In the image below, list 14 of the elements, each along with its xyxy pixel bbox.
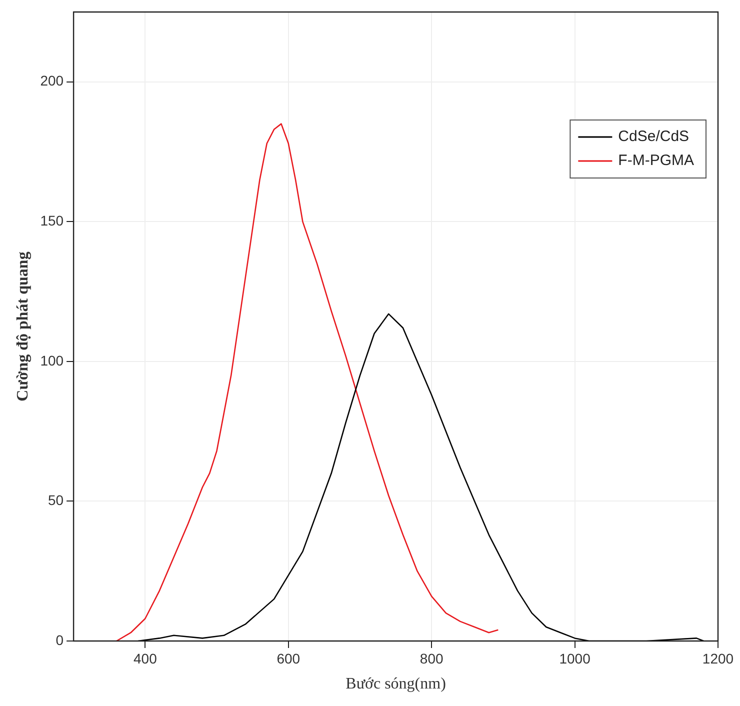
x-tick-label: 1000: [559, 650, 591, 666]
y-tick-label: 0: [56, 632, 64, 648]
x-axis-title: Bước sóng(nm): [346, 676, 446, 693]
y-tick-label: 100: [40, 352, 64, 368]
x-tick-label: 400: [133, 650, 158, 666]
x-tick-label: 800: [420, 650, 444, 666]
y-tick-label: 50: [48, 492, 64, 508]
x-tick-label: 600: [276, 650, 300, 666]
y-axis-title: Cường độ phát quang: [14, 252, 32, 402]
y-tick-label: 150: [40, 212, 64, 229]
y-tick-label: 200: [40, 72, 64, 89]
legend-label: CdSe/CdS: [618, 128, 690, 146]
legend-label: F-M-PGMA: [618, 152, 694, 170]
x-tick-label: 1200: [702, 650, 734, 666]
